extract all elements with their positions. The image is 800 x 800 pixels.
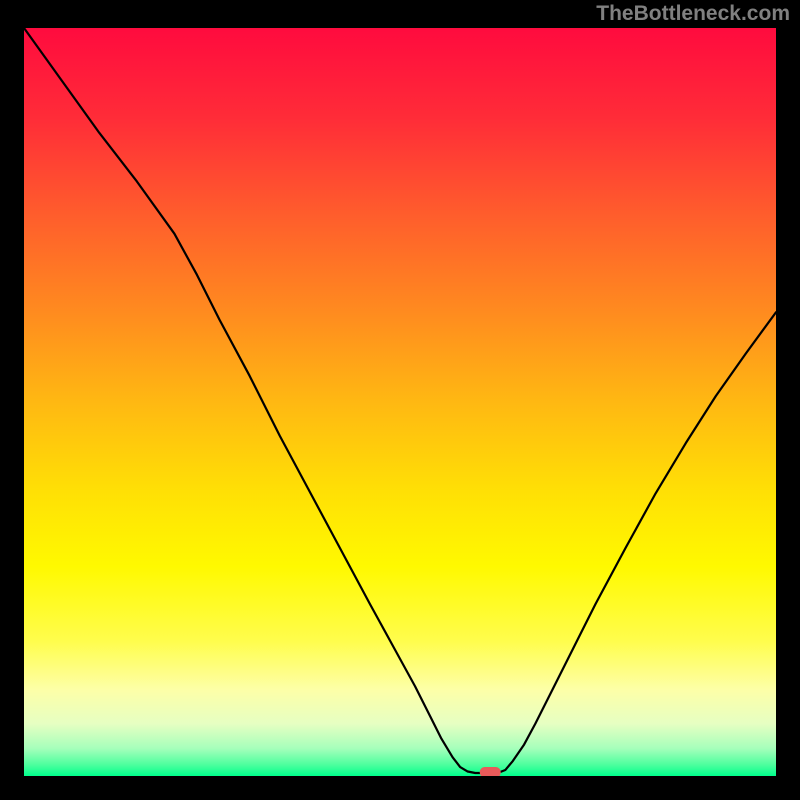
optimum-marker (480, 767, 501, 776)
plot-svg (24, 28, 776, 776)
chart-container: TheBottleneck.com (0, 0, 800, 800)
gradient-background (24, 28, 776, 776)
plot-area (24, 28, 776, 776)
watermark-text: TheBottleneck.com (596, 2, 790, 26)
